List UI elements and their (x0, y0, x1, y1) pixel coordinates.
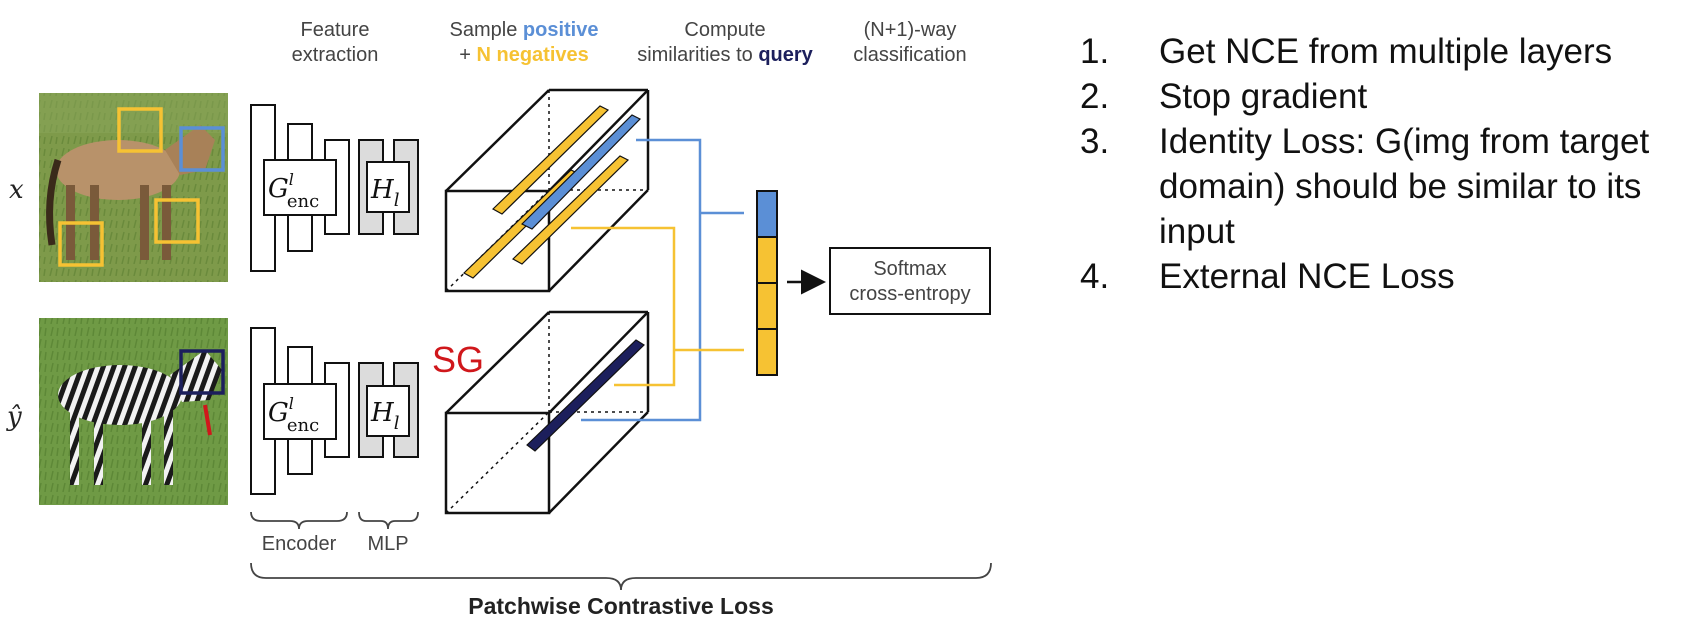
mlp-label: MLP (367, 533, 408, 555)
list-number: 3. (1080, 122, 1109, 161)
positive-connections (581, 138, 744, 422)
list-text: Identity Loss: G(img from target (1159, 122, 1649, 161)
cross-entropy-label: cross-entropy (849, 283, 970, 305)
negatives-label: N negatives (476, 44, 588, 66)
header-sample: Sample positive + N negatives (450, 19, 599, 66)
svg-text:Compute: Compute (684, 19, 765, 41)
sample-prefix: Sample (450, 19, 523, 41)
logit-positive (756, 190, 778, 238)
negative-patch (58, 221, 104, 267)
list-item: 2. Stop gradient (1080, 77, 1367, 116)
svg-text:extraction: extraction (292, 44, 379, 66)
svg-text:Feature: Feature (301, 19, 370, 41)
input-x-label: x (9, 175, 24, 205)
feature-cube-bottom (444, 310, 650, 515)
list-text: input (1159, 212, 1235, 251)
encoder-top (250, 104, 350, 272)
encoder-brace (250, 511, 348, 530)
query-patch (179, 349, 225, 395)
logit-negative (756, 282, 778, 330)
encoder-symbol-bottom: Gl enc (268, 394, 319, 436)
header-compute: Compute similarities to query (637, 19, 813, 66)
list-item: 1. Get NCE from multiple layers (1080, 32, 1612, 71)
feature-cube-top (444, 88, 650, 293)
list-number: 2. (1080, 77, 1109, 116)
horse-image (39, 93, 228, 282)
stop-gradient-label: SG (432, 339, 484, 380)
positive-patch (179, 126, 225, 172)
svg-text:+ N negatives: + N negatives (459, 44, 589, 66)
list-text: External NCE Loss (1159, 257, 1455, 296)
softmax-box (829, 247, 991, 315)
list-text: Stop gradient (1159, 77, 1367, 116)
input-y-hat-label: ŷ (6, 402, 22, 432)
mlp-brace (358, 511, 419, 530)
positive-feature-bar (520, 114, 642, 230)
header-feature-extraction: Feature extraction (292, 19, 379, 66)
list-item: 3. Identity Loss: G(img from target doma… (1080, 122, 1649, 251)
encoder-label: Encoder (262, 533, 337, 555)
negative-patch (154, 198, 200, 244)
svg-text:classification: classification (853, 44, 966, 66)
negative-connections (571, 226, 744, 387)
list-item: 4. External NCE Loss (1080, 257, 1455, 296)
query-feature-bar (526, 339, 645, 452)
logit-negative (756, 236, 778, 284)
svg-text:similarities to query: similarities to query (637, 44, 813, 66)
softmax-label: Softmax (873, 258, 946, 280)
negative-patch (117, 107, 163, 153)
encoder-bottom (250, 327, 350, 495)
list-text: domain) should be similar to its (1159, 167, 1641, 206)
list-number: 4. (1080, 257, 1109, 296)
horse-patches (58, 107, 225, 267)
zebra-image (39, 318, 228, 505)
logits-vector (756, 190, 778, 376)
encoder-symbol-top: Gl enc (268, 170, 319, 212)
query-label: query (758, 44, 813, 66)
sample-plus: + (459, 44, 476, 66)
svg-text:Sample positive: Sample positive (450, 19, 599, 41)
mlp-top (358, 139, 419, 235)
mlp-bottom (358, 362, 419, 458)
positive-label: positive (523, 19, 599, 41)
header-classification: (N+1)-way classification (853, 19, 966, 66)
list-text: Get NCE from multiple layers (1159, 32, 1612, 71)
list-number: 1. (1080, 32, 1109, 71)
patchwise-title: Patchwise Contrastive Loss (468, 593, 774, 619)
svg-text:(N+1)-way: (N+1)-way (864, 19, 957, 41)
patchwise-brace (250, 562, 992, 591)
mlp-symbol-bottom: Hl (370, 398, 400, 434)
compute-prefix: similarities to (637, 44, 758, 66)
logit-negative (756, 328, 778, 376)
mlp-symbol-top: Hl (370, 175, 400, 211)
steps-list: 1. Get NCE from multiple layers 2. Stop … (1080, 32, 1649, 296)
